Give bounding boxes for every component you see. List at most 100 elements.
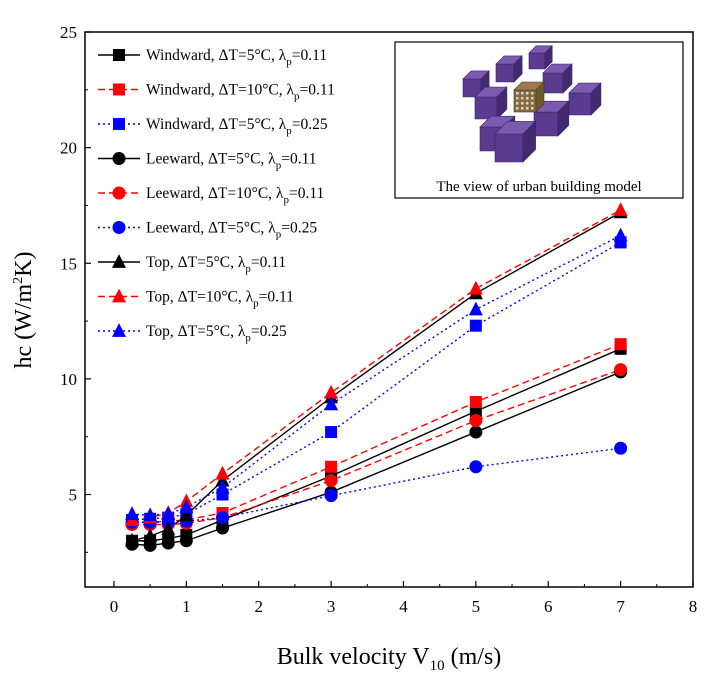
y-tick-label-4: 25 [60,23,77,42]
inset-block-7 [568,82,602,116]
x-tick-label-7: 7 [616,597,625,616]
y-tick-label-0: 5 [69,486,78,505]
point-s4-6 [469,414,483,427]
y-tick-label-3: 20 [60,139,77,158]
inset-block-8 [494,120,537,163]
y-tick-label-1: 10 [60,370,77,389]
legend-label-4: Leeward, ΔT=10°C, λp=0.11 [146,185,324,206]
legend-label-main: Top, ΔT=5°C, λ [146,254,246,271]
legend-label-main: Leeward, ΔT=5°C, λ [146,220,276,237]
point-s6-4 [215,472,230,487]
point-s6-0 [125,532,140,547]
inset-center-building [513,81,545,113]
y-axis-title-main: hc (W/m [11,284,37,369]
point-s4-5 [324,474,338,488]
legend-label-sub: p [276,160,282,172]
legend-label-main: Windward, ΔT=5°C, λ [146,116,287,133]
x-tick-label-4: 4 [399,597,408,616]
point-s8-3 [179,499,194,514]
point-s3-4 [216,521,230,535]
legend-label-end: =0.25 [292,116,328,133]
legend-label-5: Leeward, ΔT=5°C, λp=0.25 [146,220,317,241]
point-s8-7 [613,227,628,242]
point-s7-7 [613,202,628,216]
x-axis-title: Bulk velocity V10 (m/s) [277,644,502,674]
point-s8-1 [143,507,158,522]
point-s1-5 [325,460,338,473]
legend-label-end: =0.11 [259,289,294,306]
point-s5-6 [469,460,483,474]
x-tick-label-1: 1 [182,597,191,616]
point-s6-2 [161,521,176,536]
legend-marker-0 [113,49,125,61]
inset-block-4 [542,63,573,94]
point-s8-2 [161,506,176,521]
legend-label-sub: p [283,194,289,206]
x-tick-label-6: 6 [544,597,553,616]
y-axis-title: hc (W/m2K) [11,252,37,369]
legend-label-sub: p [276,229,282,241]
series-line-7 [131,209,621,521]
series-line-5 [132,447,621,523]
plot-frame [84,31,694,588]
legend-label-7: Top, ΔT=10°C, λp=0.11 [146,289,294,310]
inset-building-model: The view of urban building model [394,41,684,199]
series-line-1 [132,343,621,523]
legend-label-end: =0.11 [292,47,327,64]
point-s7-4 [215,465,230,480]
legend-label-3: Leeward, ΔT=5°C, λp=0.11 [146,151,317,172]
legend-label-end: =0.11 [251,254,286,271]
legend-label-main: Leeward, ΔT=10°C, λ [146,185,284,202]
point-s1-6 [469,396,482,408]
inset-block-3 [474,86,508,120]
legend-marker-3 [112,152,126,165]
legend-label-sub: p [245,332,251,344]
legend-label-end: =0.25 [251,323,287,340]
legend-label-sub: p [286,56,292,68]
legend-label-sub: p [294,91,300,103]
inset-block-2 [528,45,553,70]
legend-label-sub: p [245,263,251,275]
legend-marker-2 [113,118,125,130]
point-s4-7 [614,363,628,377]
x-tick-label-3: 3 [327,597,336,616]
point-s6-1 [143,528,158,543]
series-line-4 [132,368,621,526]
x-axis-title-unit: (m/s) [445,644,502,670]
legend-label-6: Top, ΔT=5°C, λp=0.11 [146,254,286,275]
point-s3-6 [469,425,483,439]
y-axis-title-sup: 2 [11,277,26,284]
legend-label-end: =0.11 [300,82,335,99]
point-s7-6 [468,280,483,295]
legend-label-sub: p [253,298,259,310]
inset-caption: The view of urban building model [436,179,641,195]
point-s5-5 [324,489,338,503]
legend-marker-8 [112,323,126,337]
point-s8-4 [215,479,230,494]
point-s8-6 [468,301,483,316]
legend-label-sub: p [286,125,292,137]
legend-marker-4 [112,186,126,200]
series-markers [125,202,628,552]
inset-block-0 [462,70,490,98]
legend-label-end: =0.11 [281,151,316,168]
legend-label-main: Top, ΔT=10°C, λ [146,289,254,306]
point-s8-0 [125,506,140,521]
legend-label-end: =0.11 [289,185,324,202]
legend-label-main: Leeward, ΔT=5°C, λ [146,151,276,168]
inset-building-blocks [462,45,602,163]
x-axis-title-main: Bulk velocity V [277,644,431,670]
inset-block-1 [495,55,523,83]
x-tick-label-2: 2 [254,597,263,616]
x-tick-label-0: 0 [110,597,119,616]
axis-ticks: 0 1 2 3 4 5 6 7 8 5 10 15 20 25 [60,23,697,616]
point-s0-6 [469,405,482,418]
series-line-0 [132,348,621,542]
point-s5-4 [216,511,230,525]
legend-label-main: Top, ΔT=5°C, λ [146,323,246,340]
legend-marker-6 [112,254,126,268]
point-s2-6 [469,319,482,332]
legend-label-end: =0.25 [281,220,317,237]
